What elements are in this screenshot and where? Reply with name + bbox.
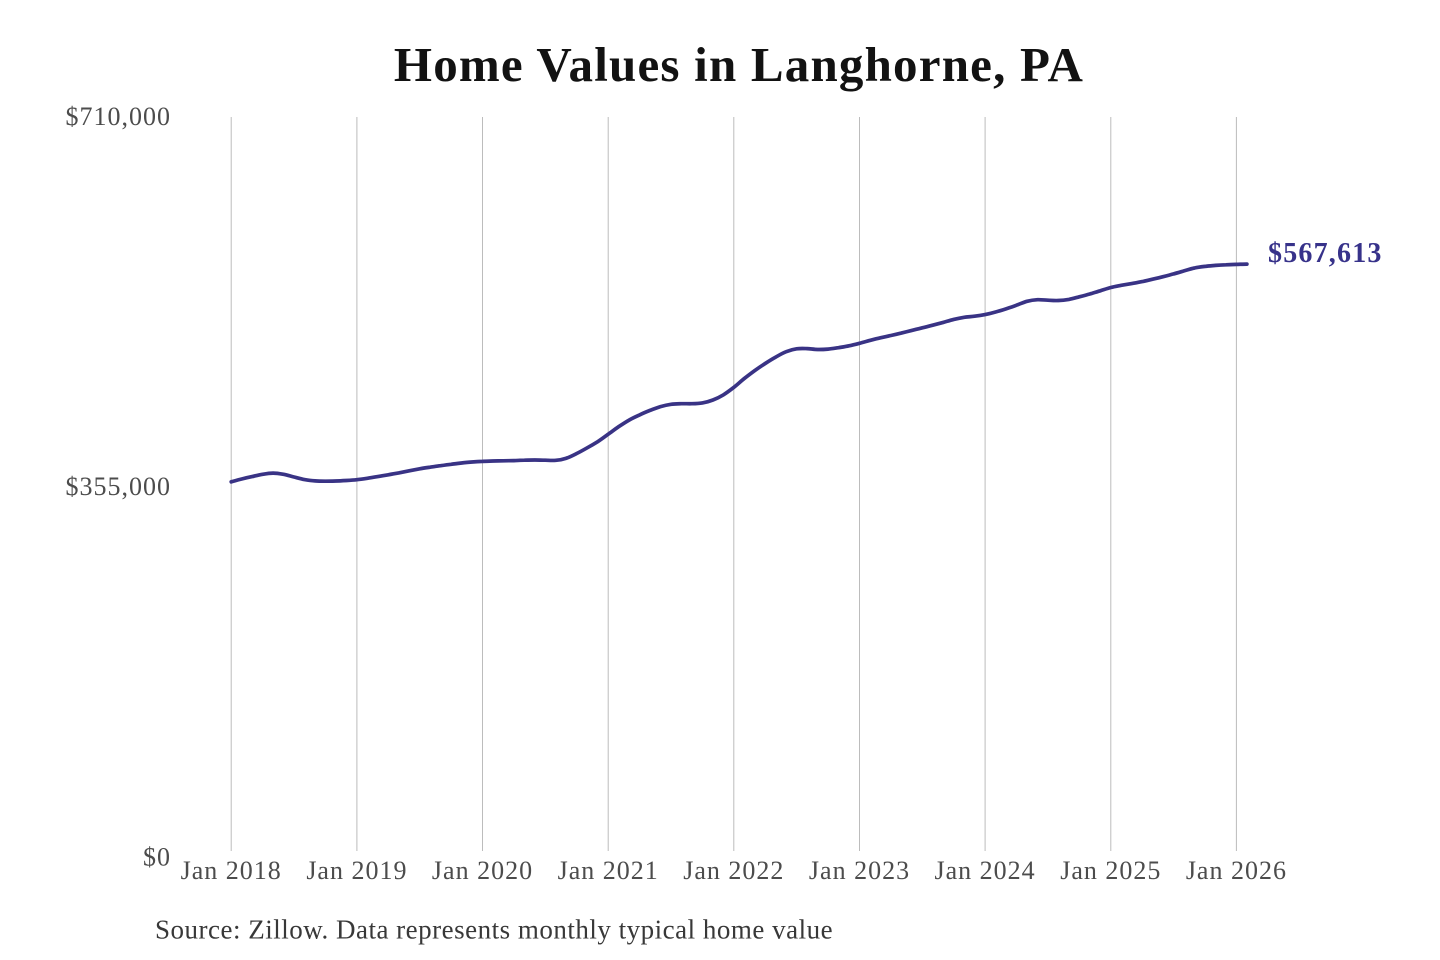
svg-text:Jan 2020: Jan 2020 (432, 856, 533, 885)
svg-text:Jan 2021: Jan 2021 (558, 856, 659, 885)
svg-text:Source: Zillow. Data represent: Source: Zillow. Data represents monthly … (155, 915, 833, 945)
svg-text:Home Values in Langhorne, PA: Home Values in Langhorne, PA (394, 37, 1084, 92)
svg-text:Jan 2023: Jan 2023 (809, 856, 910, 885)
svg-text:Jan 2022: Jan 2022 (683, 856, 784, 885)
svg-text:Jan 2026: Jan 2026 (1186, 856, 1287, 885)
svg-text:Jan 2018: Jan 2018 (181, 856, 282, 885)
svg-text:$355,000: $355,000 (66, 472, 172, 501)
svg-text:Jan 2019: Jan 2019 (306, 856, 407, 885)
svg-text:Jan 2024: Jan 2024 (935, 856, 1036, 885)
svg-text:$0: $0 (143, 843, 171, 872)
svg-text:Jan 2025: Jan 2025 (1060, 856, 1161, 885)
svg-text:$567,613: $567,613 (1268, 238, 1383, 269)
svg-text:$710,000: $710,000 (66, 102, 172, 131)
